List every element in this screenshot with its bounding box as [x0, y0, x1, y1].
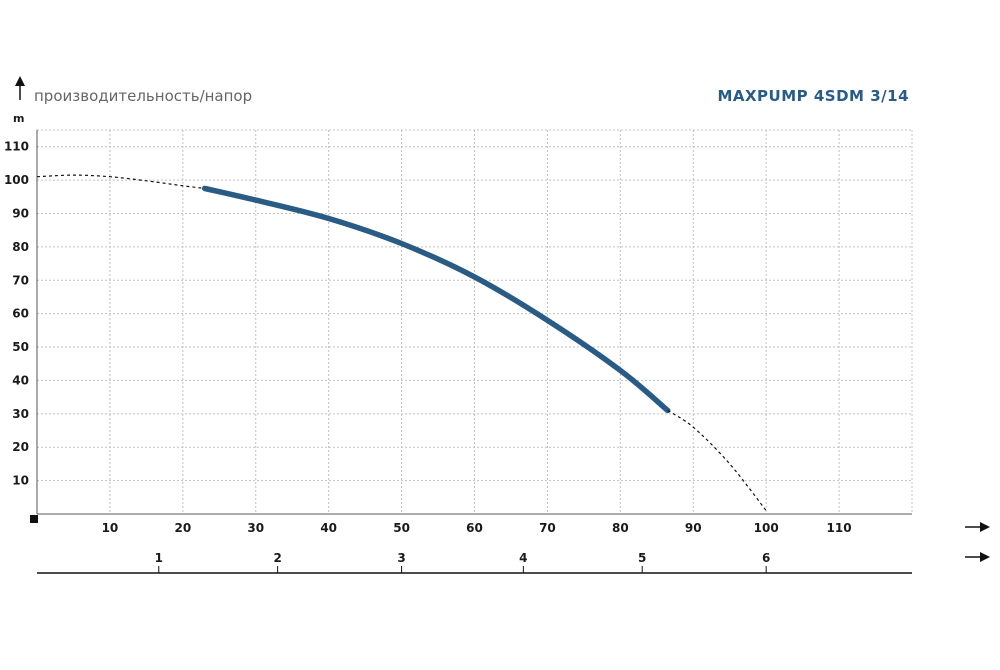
secondary-x-tick-labels: 1 2 3 4 5 6 — [155, 551, 770, 573]
axes — [15, 76, 990, 574]
y-tick-label: 80 — [12, 240, 29, 254]
y-tick-label: 90 — [12, 206, 29, 220]
grid — [37, 129, 913, 514]
x-tick-label: 20 — [174, 521, 191, 535]
y-tick-label: 110 — [4, 140, 29, 154]
curves — [36, 174, 767, 512]
performance-curve-dashed — [667, 409, 767, 512]
performance-curve-solid — [201, 185, 671, 414]
x-tick-label: 40 — [320, 521, 337, 535]
secondary-x-tick-label: 4 — [519, 551, 527, 565]
y-unit-label: m — [13, 112, 24, 125]
secondary-x-tick-label: 2 — [273, 551, 281, 565]
y-tick-label: 50 — [12, 340, 29, 354]
x-tick-label: 110 — [827, 521, 852, 535]
right-arrow-icon — [965, 522, 990, 532]
x-tick-label: 90 — [685, 521, 702, 535]
y-tick-labels: 10 20 30 40 50 60 70 80 90 100 110 — [4, 140, 29, 488]
x-tick-label: 70 — [539, 521, 556, 535]
performance-curve-dashed — [36, 174, 205, 189]
y-tick-label: 100 — [4, 173, 29, 187]
right-arrow-icon — [965, 552, 990, 562]
y-tick-label: 10 — [12, 474, 29, 488]
y-tick-label: 20 — [12, 440, 29, 454]
y-tick-label: 30 — [12, 407, 29, 421]
x-tick-labels: 10 20 30 40 50 60 70 80 90 100 110 — [102, 521, 852, 535]
secondary-x-tick-label: 3 — [397, 551, 405, 565]
x-tick-label: 30 — [247, 521, 264, 535]
origin-marker — [30, 515, 38, 523]
y-tick-label: 70 — [12, 273, 29, 287]
x-tick-label: 60 — [466, 521, 483, 535]
up-arrow-icon — [15, 76, 25, 100]
secondary-x-tick-label: 5 — [638, 551, 646, 565]
secondary-x-tick-label: 1 — [155, 551, 163, 565]
x-tick-label: 80 — [612, 521, 629, 535]
y-tick-label: 60 — [12, 307, 29, 321]
x-tick-label: 10 — [102, 521, 119, 535]
chart-title: MAXPUMP 4SDM 3/14 — [717, 87, 909, 105]
x-tick-label: 50 — [393, 521, 410, 535]
y-axis-label: производительность/напор — [34, 87, 252, 105]
secondary-x-tick-label: 6 — [762, 551, 770, 565]
y-tick-label: 40 — [12, 373, 29, 387]
x-tick-label: 100 — [754, 521, 779, 535]
